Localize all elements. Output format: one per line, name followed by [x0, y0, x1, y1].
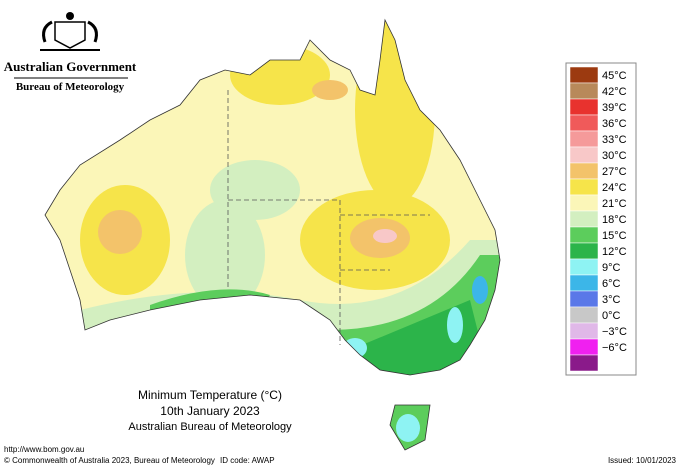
coastline [44, 18, 501, 451]
id-code: ID code: AWAP [220, 456, 275, 465]
legend-label: −6°C [602, 342, 627, 354]
copyright: © Commonwealth of Australia 2023, Bureau… [4, 456, 215, 465]
agency: Bureau of Meteorology [16, 81, 125, 93]
legend-label: 42°C [602, 86, 627, 98]
map-date: 10th January 2023 [160, 404, 260, 418]
legend-swatch [569, 210, 599, 228]
legend-swatch [569, 338, 599, 356]
legend-label: 27°C [602, 166, 627, 178]
legend-label: 18°C [602, 214, 627, 226]
legend-label: 15°C [602, 230, 627, 242]
legend-label: 45°C [602, 70, 627, 82]
legend-swatch [569, 146, 599, 164]
legend-swatch [569, 242, 599, 260]
legend-swatch [569, 114, 599, 132]
legend-swatch [569, 274, 599, 292]
legend-swatch [569, 306, 599, 324]
issued: Issued: 10/01/2023 [608, 456, 677, 465]
state-borders [227, 90, 430, 345]
legend-label: 39°C [602, 102, 627, 114]
legend-swatch [569, 226, 599, 244]
url: http://www.bom.gov.au [4, 445, 84, 454]
legend-label: 6°C [602, 278, 621, 290]
legend-label: 21°C [602, 198, 627, 210]
legend-label: 36°C [602, 118, 627, 130]
legend-swatch [569, 354, 599, 372]
legend-swatch [569, 162, 599, 180]
legend-label: 9°C [602, 262, 621, 274]
government: Australian Government [4, 59, 137, 74]
legend-swatch [569, 194, 599, 212]
legend-swatch [569, 130, 599, 148]
legend-swatch [569, 322, 599, 340]
logo [40, 12, 100, 51]
legend-label: 12°C [602, 246, 627, 258]
legend-label: 0°C [602, 310, 621, 322]
legend-label: 3°C [602, 294, 621, 306]
legend-label: −3°C [602, 326, 627, 338]
legend-label: 30°C [602, 150, 627, 162]
legend-label: 33°C [602, 134, 627, 146]
legend-swatch [569, 258, 599, 276]
map-title: Minimum Temperature (°C) [138, 388, 282, 402]
legend-swatch [569, 178, 599, 196]
legend-swatch [569, 98, 599, 116]
map-source: Australian Bureau of Meteorology [128, 421, 292, 433]
legend-swatch [569, 82, 599, 100]
legend: 45°C 42°C 39°C 36°C 33°C 30°C 27°C 24°C 21°C 18°C… [565, 62, 637, 376]
legend-swatch [569, 66, 599, 84]
legend-swatch [569, 290, 599, 308]
legend-label: 24°C [602, 182, 627, 194]
